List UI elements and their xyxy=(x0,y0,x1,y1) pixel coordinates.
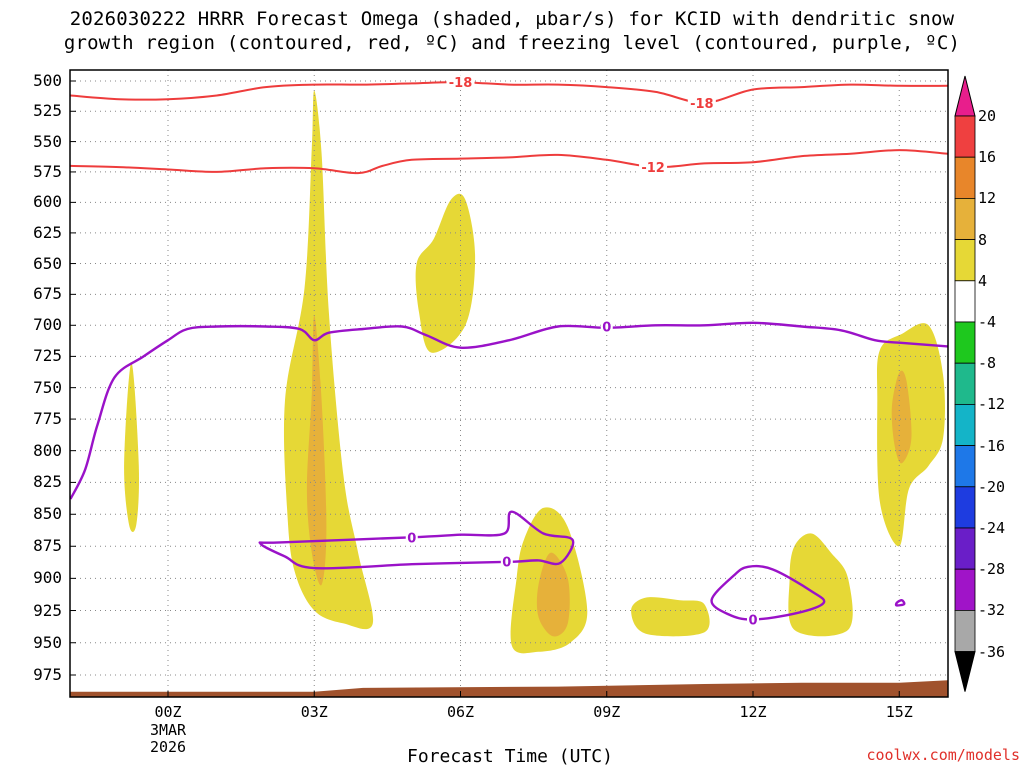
chart-title-line-1: 2026030222 HRRR Forecast Omega (shaded, … xyxy=(69,8,955,30)
colorbar-band-0 xyxy=(954,115,976,158)
chart-title-line-2: growth region (contoured, red, ºC) and f… xyxy=(63,32,961,54)
colorbar-tick-label-7: -12 xyxy=(978,395,1006,414)
x-tick-label-12Z: 12Z xyxy=(739,703,767,721)
y-tick-label-750: 750 xyxy=(33,377,62,397)
freezing-label-2-bg xyxy=(600,319,613,334)
y-tick-label-800: 800 xyxy=(33,440,62,460)
plot-area: -18 -18 -12 0 0 0 0 xyxy=(70,70,948,697)
y-tick-label-725: 725 xyxy=(33,346,62,366)
omega-region-upward-motion-1000z xyxy=(631,597,710,637)
colorbar-under-triangle xyxy=(954,651,976,692)
colorbar-band-5 xyxy=(954,321,976,364)
freezing-contour-0 xyxy=(70,321,948,500)
y-tick-label-675: 675 xyxy=(33,284,62,304)
colorbar-tick-label-10: -24 xyxy=(978,519,1006,537)
omega-region-sinking-motion-1500z-upper xyxy=(888,153,913,240)
colorbar-tick-label-1: 16 xyxy=(978,148,997,167)
colorbar-tick-label-8: -16 xyxy=(978,436,1006,455)
omega-region-upward-motion-0300z-column xyxy=(283,90,374,630)
omega-region-upward-motion-1300z xyxy=(788,533,853,637)
dgz-label-0: -18 xyxy=(449,76,473,91)
colorbar-band-3 xyxy=(954,239,976,282)
freezing-label-0-bg xyxy=(405,530,418,545)
omega-region-upward-motion-0800z-core xyxy=(536,552,570,637)
colorbar-band-4 xyxy=(954,280,976,323)
freezing-label-3: 0 xyxy=(748,614,757,629)
y-tick-label-575: 575 xyxy=(33,161,62,181)
x-tick-label-09Z: 09Z xyxy=(593,703,621,721)
freezing-label-1-bg xyxy=(500,554,513,569)
y-tick-label-850: 850 xyxy=(33,504,62,524)
freezing-contour-3 xyxy=(894,599,906,607)
freezing-contour-2 xyxy=(710,564,826,621)
y-tick-label-625: 625 xyxy=(33,222,62,242)
colorbar-tick-label-2: 12 xyxy=(978,189,997,208)
dgz-contour--12-1 xyxy=(70,149,948,175)
dgz-label-2-bg xyxy=(639,160,668,175)
colorbar-tick-label-3: 8 xyxy=(978,230,988,249)
colorbar-tick-label-9: -20 xyxy=(978,477,1006,496)
y-tick-label-875: 875 xyxy=(33,536,62,556)
y-tick-label-600: 600 xyxy=(33,192,62,212)
x-tick-label-06Z: 06Z xyxy=(446,703,475,721)
terrain-ground xyxy=(70,680,948,697)
freezing-contour-1 xyxy=(258,510,575,570)
y-tick-label-550: 550 xyxy=(33,131,62,151)
y-tick-label-500: 500 xyxy=(33,71,62,90)
dgz-label-0-bg xyxy=(446,75,475,90)
omega-region-upward-motion-0130z xyxy=(124,362,140,533)
y-tick-label-825: 825 xyxy=(33,472,62,492)
colorbar-tick-label-11: -28 xyxy=(978,560,1006,579)
x-axis-label: Forecast Time (UTC) xyxy=(407,746,613,767)
y-tick-label-775: 775 xyxy=(33,409,62,429)
y-tick-label-925: 925 xyxy=(33,600,62,620)
x-date-label-line1: 3MAR xyxy=(149,721,187,739)
dgz-label-2: -12 xyxy=(641,161,665,176)
colorbar-band-11 xyxy=(954,568,976,611)
freezing-label-2: 0 xyxy=(602,321,611,336)
y-tick-label-975: 975 xyxy=(33,665,62,684)
colorbar-tick-label-12: -32 xyxy=(978,601,1006,620)
dgz-label-1: -18 xyxy=(690,97,714,112)
x-tick-label-15Z: 15Z xyxy=(885,703,913,721)
colorbar-tick-label-6: -8 xyxy=(978,354,997,373)
colorbar-over-triangle xyxy=(954,75,976,117)
colorbar-band-12 xyxy=(954,610,976,653)
omega-region-upward-motion-1500z-core xyxy=(891,370,912,464)
x-tick-label-00Z: 00Z xyxy=(154,703,182,721)
colorbar-band-8 xyxy=(954,445,976,488)
colorbar-tick-label-0: 20 xyxy=(978,107,997,125)
x-tick-label-03Z: 03Z xyxy=(300,703,328,721)
y-tick-label-650: 650 xyxy=(33,253,62,273)
colorbar-band-9 xyxy=(954,486,976,529)
y-tick-label-525: 525 xyxy=(33,101,62,121)
colorbar-tick-label-4: 4 xyxy=(978,271,988,290)
colorbar-band-1 xyxy=(954,156,976,199)
y-tick-label-900: 900 xyxy=(33,568,62,588)
colorbar-band-10 xyxy=(954,527,976,570)
colorbar-band-6 xyxy=(954,362,976,405)
freezing-label-3-bg xyxy=(747,612,759,627)
omega-region-sinking-motion-1400z xyxy=(844,417,857,452)
colorbar-tick-label-5: -4 xyxy=(978,313,997,331)
colorbar-tick-label-13: -36 xyxy=(978,642,1006,661)
colorbar-band-7 xyxy=(954,403,976,446)
omega-region-upward-motion-0300z-core xyxy=(306,315,327,586)
freezing-label-1: 0 xyxy=(502,556,511,571)
dgz-contour--18-0 xyxy=(70,81,948,104)
y-tick-label-950: 950 xyxy=(33,632,62,652)
freezing-label-0: 0 xyxy=(407,531,416,546)
dgz-label-1-bg xyxy=(687,95,716,110)
source-credit: coolwx.com/models xyxy=(866,746,1020,764)
y-tick-label-700: 700 xyxy=(33,315,62,335)
x-date-label-line2: 2026 xyxy=(149,738,187,756)
colorbar-band-2 xyxy=(954,197,976,240)
omega-region-upward-motion-0545z xyxy=(415,193,476,353)
plot-frame xyxy=(69,69,949,698)
